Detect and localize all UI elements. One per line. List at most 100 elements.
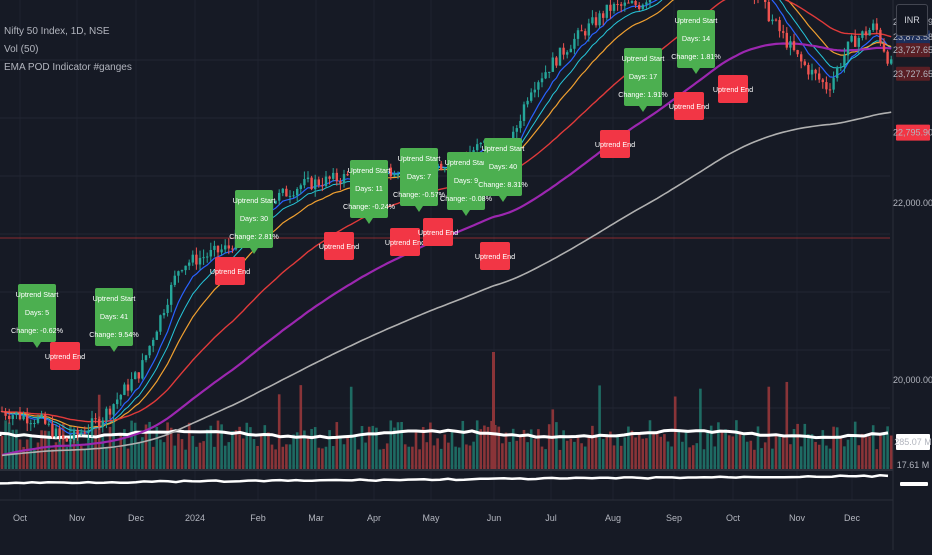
volume-bar (259, 435, 263, 470)
volume-bar (349, 386, 353, 470)
candle-body (80, 432, 83, 435)
candle-body (306, 177, 310, 180)
candle-body (321, 185, 324, 187)
volume-bar (691, 445, 695, 470)
candle-body (576, 30, 580, 39)
uptrend-start-pointer (110, 346, 118, 352)
volume-bar (886, 426, 889, 470)
candle-body (58, 428, 61, 436)
currency-button[interactable]: INR (896, 4, 928, 36)
uptrend-start-pointer (365, 218, 373, 224)
volume-bar (508, 441, 511, 470)
candle-body (159, 315, 162, 332)
volume-bar (677, 429, 681, 470)
uptrend-start-box (677, 10, 715, 68)
uptrend-start-pointer (639, 106, 647, 112)
candle-body (396, 173, 400, 176)
candle-body (778, 20, 781, 32)
candle-body (119, 394, 122, 400)
candle-body (36, 416, 40, 423)
volume-bar (670, 446, 673, 470)
volume-bar (472, 441, 475, 470)
indicator-legend[interactable]: EMA POD Indicator #ganges (4, 62, 132, 73)
volume-bar (879, 435, 882, 470)
candle-body (8, 415, 11, 419)
volume-bar (130, 420, 133, 470)
candle-body (846, 41, 850, 56)
candle-body (220, 249, 223, 253)
uptrend-end-text: Uptrend End (669, 102, 709, 111)
candle-body (51, 423, 54, 437)
candle-body (191, 254, 194, 263)
volume-bar (288, 444, 292, 470)
candle-body (342, 174, 346, 184)
volume-bar (173, 445, 177, 470)
volume-bar (40, 430, 43, 470)
volume-bar (555, 422, 558, 470)
volume-bar (587, 434, 591, 470)
uptrend-start-text: Days: 14 (682, 34, 710, 43)
uptrend-start-text: Change: 1.81% (671, 52, 721, 61)
volume-bar (119, 434, 123, 470)
volume-tag-text-2: 17.61 M (897, 460, 930, 470)
candle-body (522, 104, 526, 121)
ema-teal-line (1, 0, 892, 432)
candle-body (144, 355, 148, 361)
volume-bar (76, 437, 79, 470)
candle-body (166, 304, 169, 313)
volume-bar (177, 433, 180, 470)
candle-body (324, 176, 328, 187)
volume-bar (645, 438, 648, 470)
time-axis-label: Mar (308, 513, 324, 523)
candle-body (152, 339, 155, 346)
volume-bar (439, 448, 443, 470)
volume-bar (742, 435, 745, 470)
uptrend-end-label: Uptrend End (713, 75, 753, 103)
uptrend-start-text: Uptrend Start (622, 54, 665, 63)
volume-bar (569, 438, 573, 470)
candle-body (123, 384, 126, 395)
candle-body (296, 188, 299, 196)
time-axis-label: Jul (545, 513, 557, 523)
indicator-tag-box (900, 482, 928, 486)
candle-body (216, 245, 220, 253)
candle-body (116, 399, 119, 405)
candle-body (87, 430, 90, 434)
candle-body (227, 245, 230, 249)
volume-bar (475, 420, 479, 470)
uptrend-start-box (624, 48, 662, 106)
volume-bar (562, 430, 565, 470)
volume-bar (835, 427, 839, 470)
candle-body (299, 185, 302, 189)
price-axis-text: 22,000.00 (893, 198, 932, 208)
price-axis-label: 23,727.65 (893, 66, 932, 81)
volume-bar (490, 420, 493, 470)
volume-bar (378, 449, 382, 470)
candle-body (108, 408, 112, 415)
volume-bar (353, 435, 357, 470)
volume-bar (756, 426, 760, 470)
volume-legend[interactable]: Vol (50) (4, 44, 39, 55)
volume-bar (360, 426, 364, 470)
uptrend-end-text: Uptrend End (713, 85, 753, 94)
price-axis-label: 20,000.00 (893, 375, 932, 385)
candle-body (530, 92, 533, 101)
volume-bar (868, 436, 871, 470)
candle-body (47, 423, 50, 425)
uptrend-start-text: Change: 1.91% (618, 90, 668, 99)
volume-bar (814, 441, 817, 470)
candle-body (54, 428, 58, 437)
volume-bar (335, 422, 339, 470)
volume-bar (187, 422, 191, 470)
candle-body (634, 0, 637, 5)
uptrend-start-label: Uptrend Start Days: 41 Change: 9.54% (89, 288, 139, 352)
candle-body (198, 257, 202, 265)
uptrend-start-label: Uptrend Start Days: 14 Change: 1.81% (671, 10, 721, 74)
volume-bar (382, 448, 385, 470)
candle-body (105, 408, 108, 421)
symbol-legend[interactable]: Nifty 50 Index, 1D, NSE (4, 26, 110, 37)
volume-bar (871, 425, 875, 470)
volume-tag-text: 285.07 M (894, 437, 932, 447)
